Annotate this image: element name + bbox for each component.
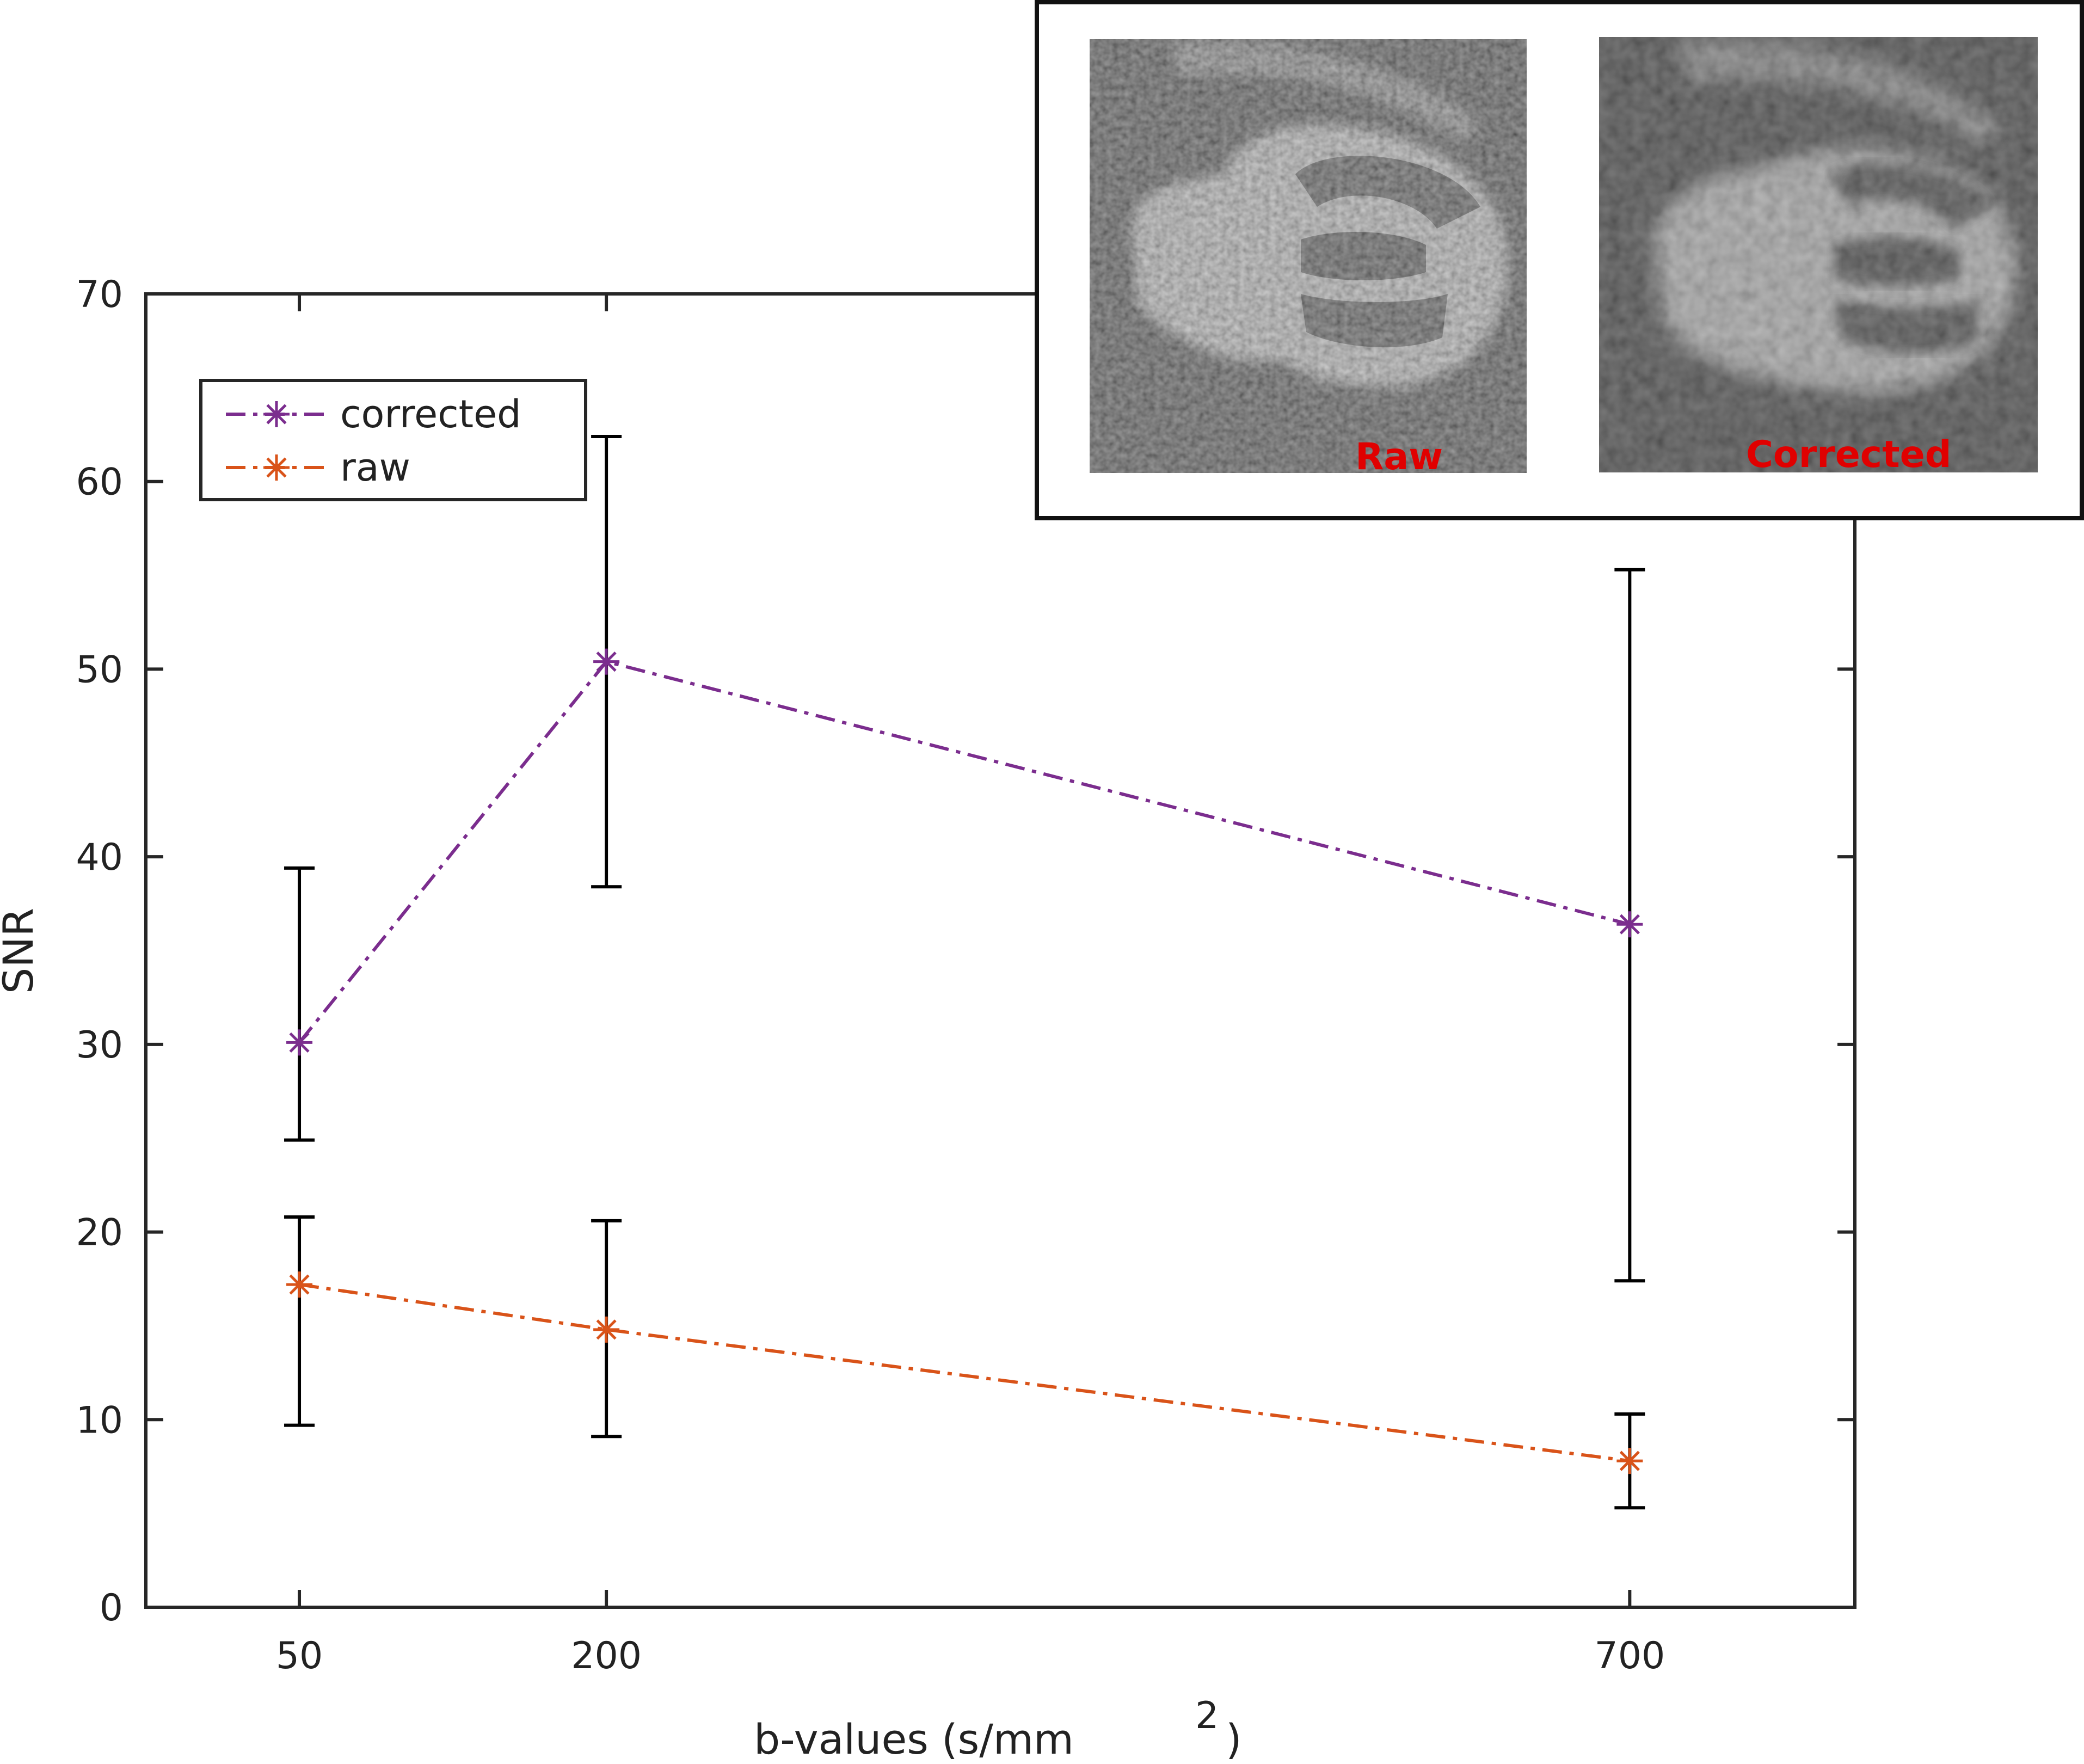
legend-box [199, 379, 587, 501]
inset-panel-corrected: Corrected [1599, 37, 2038, 476]
x-axis-title: b-values (s/mm [754, 1715, 1074, 1761]
x-tick-label-2: 700 [1594, 1634, 1665, 1677]
legend-marker-shape-raw [263, 454, 290, 481]
y-tick-label-1: 10 [76, 1399, 123, 1442]
series-raw [284, 1215, 1645, 1510]
y-tick-label-3: 30 [76, 1024, 123, 1067]
point-raw-0 [286, 1271, 313, 1298]
y-axis: 0 10 20 30 40 50 60 70 [76, 273, 1855, 1630]
point-corrected-0 [286, 1029, 313, 1056]
y-tick-label-7: 70 [76, 273, 123, 316]
legend: corrected raw [199, 379, 587, 501]
inset-label-raw: Raw [1355, 435, 1443, 478]
x-tick-label-1: 200 [571, 1634, 642, 1677]
x-axis-title-suffix: ) [1226, 1715, 1242, 1761]
inset-panel-raw: Raw [1090, 39, 1527, 478]
y-tick-label-0: 0 [100, 1587, 123, 1630]
legend-label-corrected: corrected [340, 392, 521, 437]
y-tick-label-4: 40 [76, 836, 123, 879]
y-tick-label-5: 50 [76, 648, 123, 691]
legend-marker-shape-corrected [263, 401, 290, 427]
point-raw-2 [1616, 1448, 1643, 1474]
y-axis-title: SNR [0, 908, 42, 994]
inset: Raw Corrected [1035, 0, 2084, 520]
plot-area [144, 292, 1856, 1609]
series-line-raw [299, 1283, 1630, 1463]
x-axis-title-main: b-values (s/mm [754, 1715, 1074, 1761]
x-axis-title-superscript: 2 [1195, 1694, 1219, 1737]
legend-marker-raw [263, 454, 290, 481]
x-axis: 50 200 700 [276, 294, 1665, 1677]
y-tick-label-2: 20 [76, 1212, 123, 1255]
inset-label-corrected: Corrected [1746, 433, 1951, 476]
series-line-corrected [298, 660, 1631, 1044]
series-corrected [284, 434, 1645, 1283]
series-layer [284, 434, 1645, 1510]
point-raw-1 [593, 1316, 620, 1343]
legend-label-raw: raw [340, 445, 410, 490]
x-tick-label-0: 50 [276, 1634, 323, 1677]
point-corrected-2 [1616, 911, 1643, 938]
point-corrected-1 [593, 648, 620, 675]
y-tick-label-6: 60 [76, 461, 123, 504]
legend-marker-corrected [263, 401, 290, 427]
